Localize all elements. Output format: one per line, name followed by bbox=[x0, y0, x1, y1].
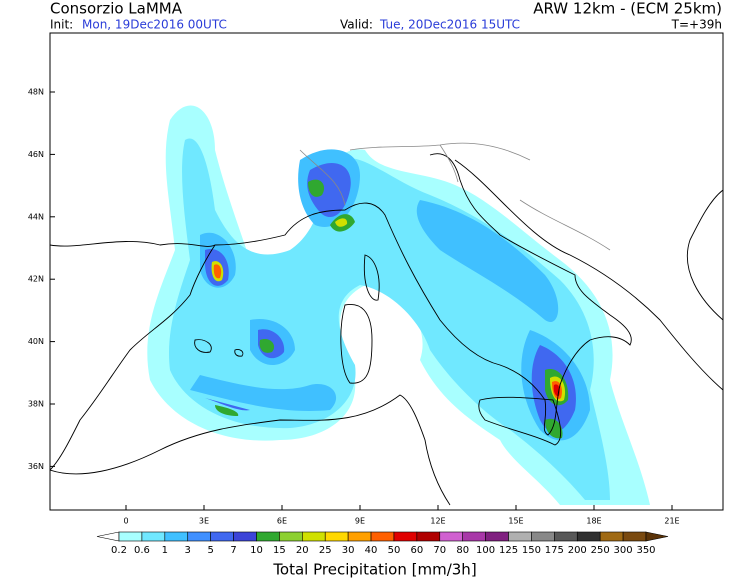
colorbar-label: 150 bbox=[522, 545, 541, 556]
colorbar-label: 30 bbox=[342, 545, 355, 556]
colorbar-box bbox=[279, 531, 303, 542]
lat-labels: 48N 46N 44N 42N 40N 38N 36N bbox=[28, 88, 55, 471]
colorbar-box bbox=[439, 531, 463, 542]
colorbar-label: 250 bbox=[591, 545, 610, 556]
colorbar-label: 125 bbox=[499, 545, 518, 556]
colorbar-label: 350 bbox=[636, 545, 655, 556]
colorbar-box bbox=[599, 531, 624, 542]
map-frame bbox=[49, 32, 724, 511]
lon-label: 15E bbox=[508, 517, 523, 526]
colorbar-below bbox=[96, 531, 120, 542]
colorbar-label: 300 bbox=[614, 545, 633, 556]
colorbar-label: 40 bbox=[365, 545, 378, 556]
colorbar-box bbox=[370, 531, 395, 542]
colorbar-label: 3 bbox=[185, 545, 191, 556]
colorbar-label: 20 bbox=[296, 545, 309, 556]
borders bbox=[299, 142, 611, 251]
colorbar-box bbox=[141, 531, 166, 542]
valid-label: Valid: bbox=[340, 18, 373, 32]
colorbar-label: 100 bbox=[476, 545, 495, 556]
colorbar-box bbox=[508, 531, 532, 542]
colorbar-label: 0.2 bbox=[111, 545, 127, 556]
init-label: Init: bbox=[50, 18, 73, 32]
colorbar-box bbox=[393, 531, 418, 542]
colorbar-box bbox=[462, 531, 486, 542]
map bbox=[49, 32, 724, 511]
coastlines bbox=[50, 153, 723, 506]
lon-label: 6E bbox=[277, 517, 287, 526]
valid-value: Tue, 20Dec2016 15UTC bbox=[379, 18, 520, 32]
colorbar-label: 5 bbox=[207, 545, 213, 556]
colorbar-above bbox=[645, 531, 669, 542]
model: ARW 12km - (ECM 25km) bbox=[533, 0, 722, 18]
colorbar-box bbox=[554, 531, 578, 542]
lon-label: 3E bbox=[199, 517, 209, 526]
colorbar-box bbox=[485, 531, 509, 542]
lat-label: 44N bbox=[28, 212, 44, 221]
colorbar-label: 10 bbox=[250, 545, 263, 556]
precipitation bbox=[147, 105, 650, 506]
lon-label: 18E bbox=[586, 517, 601, 526]
lon-labels: 0 3E 6E 9E 12E 15E 18E 21E bbox=[123, 505, 680, 526]
colorbar-box bbox=[210, 531, 234, 542]
colorbar-box bbox=[256, 531, 280, 542]
colorbar-label: 200 bbox=[568, 545, 587, 556]
colorbar-label: 1 bbox=[162, 545, 168, 556]
colorbar-box bbox=[164, 531, 189, 542]
lat-label: 40N bbox=[28, 337, 44, 346]
colorbar-box bbox=[233, 531, 257, 542]
colorbar-box bbox=[576, 531, 601, 542]
lon-label: 21E bbox=[664, 517, 679, 526]
colorbar-box bbox=[347, 531, 372, 542]
colorbar-label: 0.6 bbox=[134, 545, 150, 556]
colorbar-label: 70 bbox=[433, 545, 446, 556]
lat-label: 42N bbox=[28, 275, 44, 284]
colorbar-box bbox=[416, 531, 441, 542]
lat-label: 36N bbox=[28, 462, 44, 471]
lat-label: 48N bbox=[28, 88, 44, 97]
lat-label: 38N bbox=[28, 400, 44, 409]
colorbar-title: Total Precipitation [mm/3h] bbox=[272, 561, 476, 579]
colorbar-label: 175 bbox=[545, 545, 564, 556]
lon-label: 0 bbox=[123, 517, 128, 526]
colorbar-box bbox=[187, 531, 211, 542]
colorbar-box bbox=[324, 531, 349, 542]
colorbar-box bbox=[622, 531, 647, 542]
colorbar: 0.2 0.6 1 3 5 7 10 15 20 25 30 40 50 60 70 80 100 125 150 1… bbox=[96, 531, 669, 556]
init-value: Mon, 19Dec2016 00UTC bbox=[82, 18, 227, 32]
step: T=+39h bbox=[671, 18, 722, 32]
colorbar-label: 25 bbox=[319, 545, 332, 556]
lat-label: 46N bbox=[28, 150, 44, 159]
colorbar-label: 80 bbox=[456, 545, 469, 556]
lon-label: 12E bbox=[430, 517, 445, 526]
colorbar-label: 50 bbox=[388, 545, 401, 556]
lon-label: 9E bbox=[355, 517, 365, 526]
title: Consorzio LaMMA bbox=[50, 0, 183, 18]
colorbar-box bbox=[302, 531, 326, 542]
colorbar-box bbox=[118, 531, 143, 542]
colorbar-label: 15 bbox=[273, 545, 286, 556]
colorbar-label: 7 bbox=[230, 545, 236, 556]
colorbar-label: 60 bbox=[411, 545, 424, 556]
colorbar-box bbox=[531, 531, 555, 542]
